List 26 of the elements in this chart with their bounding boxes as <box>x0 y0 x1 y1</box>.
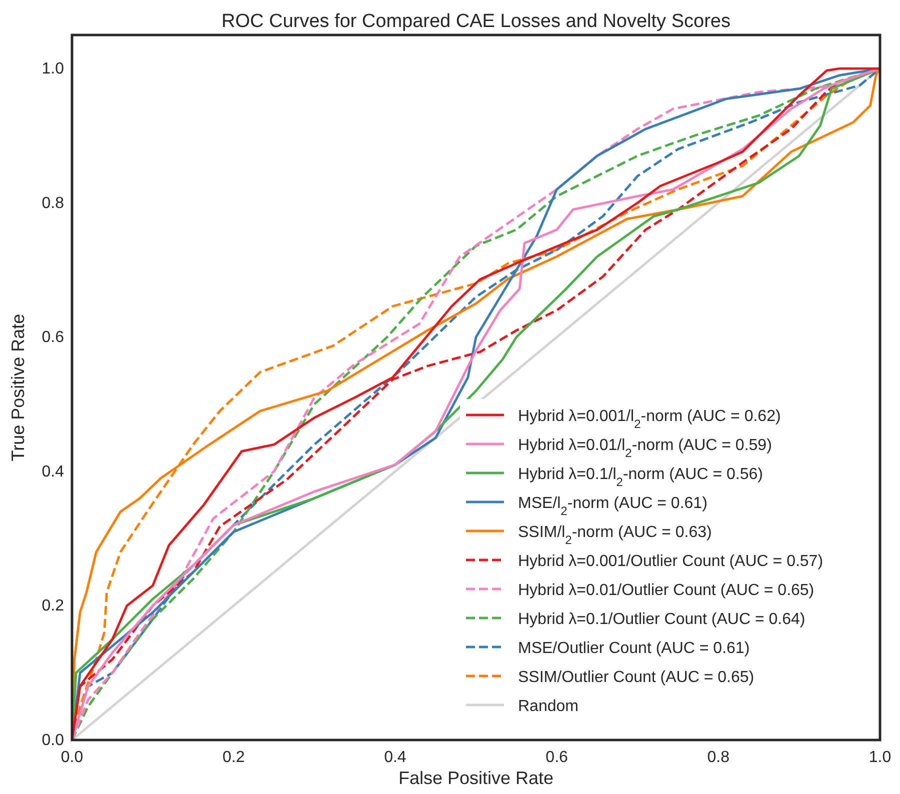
legend-label: Hybrid λ=0.01/Outlier Count (AUC = 0.65) <box>518 582 814 599</box>
x-tick-label: 0.8 <box>707 749 730 766</box>
legend-label: Hybrid λ=0.01/l$_{2}$-norm (AUC = 0.59) <box>518 437 772 460</box>
legend-label: Random <box>518 698 578 715</box>
x-tick-label: 0.0 <box>60 749 84 766</box>
chart-title: ROC Curves for Compared CAE Losses and Novelty Scores <box>222 11 730 32</box>
y-tick-label: 0.2 <box>42 598 64 615</box>
legend-label: Hybrid λ=0.001/l$_{2}$-norm (AUC = 0.62) <box>518 408 781 431</box>
x-tick-label: 0.2 <box>222 749 245 766</box>
legend-label: Hybrid λ=0.001/Outlier Count (AUC = 0.57) <box>518 553 824 570</box>
x-tick-label: 0.6 <box>546 749 568 766</box>
legend-label: Hybrid λ=0.1/Outlier Count (AUC = 0.64) <box>518 611 806 628</box>
legend-label: MSE/l$_{2}$-norm (AUC = 0.61) <box>518 495 708 518</box>
legend-label: Hybrid λ=0.1/l$_{2}$-norm (AUC = 0.56) <box>518 466 763 489</box>
y-tick-label: 0.8 <box>42 194 64 212</box>
legend-label: MSE/Outlier Count (AUC = 0.61) <box>518 640 750 657</box>
y-tick-label: 0.0 <box>42 732 64 749</box>
y-axis-title: True Positive Rate <box>8 314 28 462</box>
y-tick-label: 0.4 <box>42 463 64 480</box>
legend-label: SSIM/Outlier Count (AUC = 0.65) <box>518 669 754 686</box>
x-axis-title: False Positive Rate <box>398 768 554 788</box>
legend-label: SSIM/l$_{2}$-norm (AUC = 0.63) <box>518 524 712 547</box>
y-tick-label: 0.6 <box>42 329 64 346</box>
x-tick-label: 1.0 <box>868 749 892 766</box>
y-tick-label: 1.0 <box>42 60 64 78</box>
x-tick-label: 0.4 <box>384 749 406 766</box>
